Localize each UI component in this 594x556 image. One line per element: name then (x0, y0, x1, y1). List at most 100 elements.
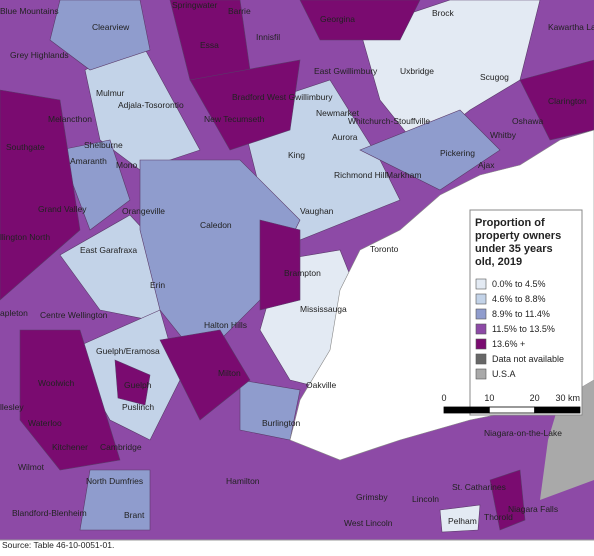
place-label: Pelham (448, 516, 477, 526)
place-label: Whitby (490, 130, 517, 140)
place-label: Grimsby (356, 492, 388, 502)
place-label: Essa (200, 40, 219, 50)
place-label: Caledon (200, 220, 232, 230)
place-label: Niagara Falls (508, 504, 558, 514)
place-label: Pickering (440, 148, 475, 158)
place-label: Woolwich (38, 378, 74, 388)
place-label: Newmarket (316, 108, 360, 118)
place-label: Amaranth (70, 156, 107, 166)
place-label: Grand Valley (38, 204, 87, 214)
scale-bar (443, 406, 490, 414)
region (189, 59, 301, 151)
legend-label: 0.0% to 4.5% (492, 279, 546, 289)
place-label: Brampton (284, 268, 321, 278)
place-label: Uxbridge (400, 66, 434, 76)
region (159, 329, 251, 421)
place-label: Wilmot (18, 462, 45, 472)
place-label: Guelph/Eramosa (96, 346, 160, 356)
place-label: New Tecumseth (204, 114, 265, 124)
region (19, 329, 121, 471)
place-label: Barrie (228, 6, 251, 16)
scale-label: 0 (441, 393, 446, 403)
place-label: Markham (386, 170, 421, 180)
region (489, 469, 526, 531)
place-label: Innisfil (256, 32, 280, 42)
place-label: llesley (0, 402, 24, 412)
place-label: King (288, 150, 305, 160)
place-label: Waterloo (28, 418, 62, 428)
legend-label: 11.5% to 13.5% (492, 324, 555, 334)
region (439, 504, 481, 533)
place-label: Vaughan (300, 206, 334, 216)
legend-title: Proportion of property owners under 35 yea… (475, 217, 561, 268)
legend-label: U.S.A (492, 369, 516, 379)
place-label: Grey Highlands (10, 50, 69, 60)
place-label: Guelph (124, 380, 152, 390)
place-label: Blue Mountains (0, 6, 59, 16)
region (114, 359, 151, 406)
place-label: apleton (0, 308, 28, 318)
place-label: Burlington (262, 418, 301, 428)
place-label: Thorold (484, 512, 513, 522)
place-label: Ajax (478, 160, 495, 170)
region (259, 219, 301, 311)
place-label: Mississauga (300, 304, 347, 314)
legend-swatch (475, 368, 487, 380)
place-label: Aurora (332, 132, 358, 142)
place-label: East Garafraxa (80, 245, 137, 255)
legend-label: 8.9% to 11.4% (492, 309, 550, 319)
place-label: Halton Hills (204, 320, 247, 330)
place-label: Orangeville (122, 206, 165, 216)
legend-swatch (475, 338, 487, 350)
place-label: Cambridge (100, 442, 142, 452)
place-label: Melancthon (48, 114, 92, 124)
place-label: Clarington (548, 96, 587, 106)
legend: 0.0% to 4.5% 4.6% to 8.8% 8.9% to 11.4% 11.… (441, 278, 581, 414)
place-label: Oakville (306, 380, 337, 390)
place-label: Mulmur (96, 88, 125, 98)
place-label: Southgate (6, 142, 45, 152)
place-label: Puslinch (122, 402, 154, 412)
place-label: Adjala-Tosorontio (118, 100, 184, 110)
region (359, 109, 501, 191)
legend-swatch (475, 323, 487, 335)
place-label: St. Catharines (452, 482, 506, 492)
legend-swatch (475, 278, 487, 290)
scale-label: 30 km (555, 393, 580, 403)
legend-swatch (475, 293, 487, 305)
scale-bar (534, 406, 581, 414)
legend-label: Data not available (492, 354, 564, 364)
place-labels: Blue Mountains Springwater Barrie Clearview… (0, 0, 594, 528)
legend-label: 4.6% to 8.8% (492, 294, 546, 304)
legend-label: 13.6% + (492, 339, 525, 349)
region (519, 59, 594, 141)
place-label: Clearview (92, 22, 130, 32)
place-label: Blandford-Blenheim (12, 508, 87, 518)
place-label: Centre Wellington (40, 310, 108, 320)
place-label: Scugog (480, 72, 509, 82)
region (79, 469, 151, 531)
region (0, 89, 81, 301)
place-label: Richmond Hill (334, 170, 387, 180)
place-label: Erin (150, 280, 165, 290)
source: Source: Table 46-10-0051-01. (2, 540, 114, 550)
place-label: llington North (0, 232, 50, 242)
region (239, 379, 301, 441)
place-label: Toronto (370, 244, 399, 254)
place-label: Lincoln (412, 494, 439, 504)
place-label: Kawartha La (548, 22, 594, 32)
region (49, 0, 151, 71)
scale-label: 10 (484, 393, 494, 403)
place-label: Shelburne (84, 140, 123, 150)
place-label: Whitchurch-Stouffville (348, 116, 430, 126)
place-label: Springwater (172, 0, 218, 10)
place-label: Oshawa (512, 116, 543, 126)
place-label: East Gwillimbury (314, 66, 378, 76)
place-label: Kitchener (52, 442, 88, 452)
scale-label: 20 (530, 393, 540, 403)
place-label: Bradford West Gwillimbury (232, 92, 333, 102)
place-label: Hamilton (226, 476, 260, 486)
place-label: Brock (432, 8, 454, 18)
